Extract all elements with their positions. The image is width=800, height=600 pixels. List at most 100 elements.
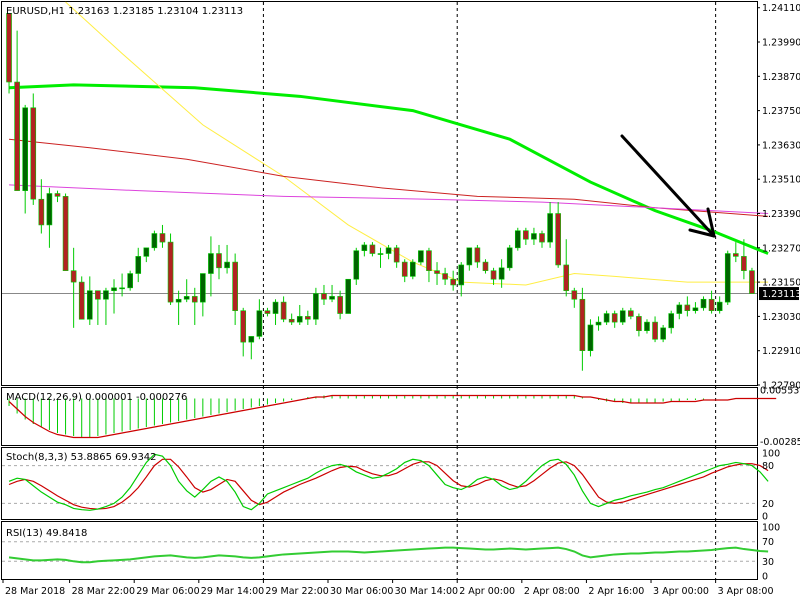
candle (30, 93, 37, 205)
candle (498, 259, 505, 288)
candle (716, 296, 723, 314)
candle-body (498, 267, 505, 280)
x-tick-label: 30 Mar 14:00 (395, 586, 458, 597)
candle (611, 310, 618, 328)
candle (418, 250, 424, 265)
candle (490, 267, 497, 285)
rsi-panel (1, 521, 758, 580)
rsi-tick-label: 100 (762, 523, 780, 534)
candle-body (426, 250, 432, 271)
macd-signal-line (8, 394, 777, 439)
candle (506, 244, 513, 271)
candle (377, 247, 384, 268)
macd-tick-label: 0.00553 (760, 386, 799, 397)
candle (14, 30, 20, 191)
x-tick-label: 3 Apr 08:00 (718, 586, 774, 597)
x-tick-label: 2 Apr 00:00 (459, 586, 515, 597)
candle (216, 244, 222, 280)
candle-body (62, 196, 69, 271)
stoch-tick-label: 80 (762, 461, 774, 472)
candle-body (611, 313, 618, 323)
candle-body (321, 293, 327, 300)
candle (652, 316, 658, 343)
candle (539, 230, 545, 248)
candle (619, 307, 626, 325)
candle (62, 193, 69, 271)
candle (135, 247, 142, 283)
candle-body (54, 193, 61, 197)
candle-body (547, 213, 553, 243)
candle (749, 267, 755, 294)
candle-body (385, 247, 392, 254)
candle-body (458, 264, 465, 286)
price-tick-label: 1.23990 (762, 38, 800, 49)
candle-body (200, 273, 206, 303)
candle-body (111, 287, 117, 291)
candle-body (393, 247, 400, 263)
candle (305, 310, 311, 325)
macd-panel (1, 387, 758, 446)
candle (628, 307, 634, 320)
candle-body (401, 261, 408, 277)
candle-body (716, 301, 723, 311)
candle-body (514, 230, 521, 249)
candle (700, 296, 707, 311)
current-price-box (759, 287, 799, 301)
candle (684, 296, 691, 317)
candle (369, 242, 376, 257)
price-tick-label: 1.24110 (762, 3, 800, 14)
moving-average-line (8, 83, 769, 255)
candle-body (280, 301, 287, 320)
candle-body (700, 298, 707, 309)
price-tick-label: 1.23150 (762, 278, 800, 289)
candle-body (337, 296, 343, 314)
candle-body (619, 310, 626, 323)
candle-body (224, 261, 230, 269)
candle (183, 279, 190, 303)
candle (692, 302, 699, 314)
candle (708, 290, 715, 314)
candle-body (708, 298, 715, 311)
candle (482, 259, 489, 274)
candle (167, 233, 174, 305)
rsi-tick-label: 70 (762, 537, 774, 548)
arrow-head-right (706, 207, 716, 238)
stoch-label: Stoch(8,3,3) 53.8865 69.9342 (6, 452, 157, 463)
candle-body (288, 318, 295, 323)
stoch-main-line (8, 453, 769, 511)
candle (409, 259, 416, 280)
price-tick-label: 1.23270 (762, 243, 800, 254)
price-tick-label: 1.23030 (762, 312, 800, 323)
moving-average-line (8, 138, 769, 217)
arrow-head-left (688, 228, 716, 238)
candle (603, 310, 610, 325)
candle (329, 284, 335, 303)
stoch-marks (8, 453, 769, 511)
candle-body (741, 256, 747, 271)
moving-average-line (9, 184, 769, 215)
macd-label: MACD(12,26,9) 0.000001 -0.000276 (6, 392, 187, 403)
candle (151, 230, 158, 251)
candle (70, 247, 77, 328)
candle-body (369, 244, 376, 254)
candle-body (264, 310, 271, 314)
candle (95, 290, 101, 325)
candle (296, 304, 303, 325)
candle (38, 179, 45, 234)
candle (458, 262, 465, 297)
candle-body (660, 327, 666, 340)
rsi-tick-label: 30 (762, 557, 774, 568)
rsi-label: RSI(13) 49.8418 (6, 528, 87, 539)
candle-body (353, 250, 360, 280)
candle-body (167, 241, 174, 303)
candle-body (628, 310, 634, 317)
candle (555, 202, 561, 268)
candle-body (644, 321, 650, 331)
candle (595, 316, 602, 331)
price-tick-label: 1.23390 (762, 209, 800, 220)
candle (313, 287, 319, 325)
candle-body (361, 244, 368, 251)
annotation-arrow (620, 134, 716, 238)
arrow-shaft (620, 134, 716, 238)
candle (579, 287, 586, 371)
